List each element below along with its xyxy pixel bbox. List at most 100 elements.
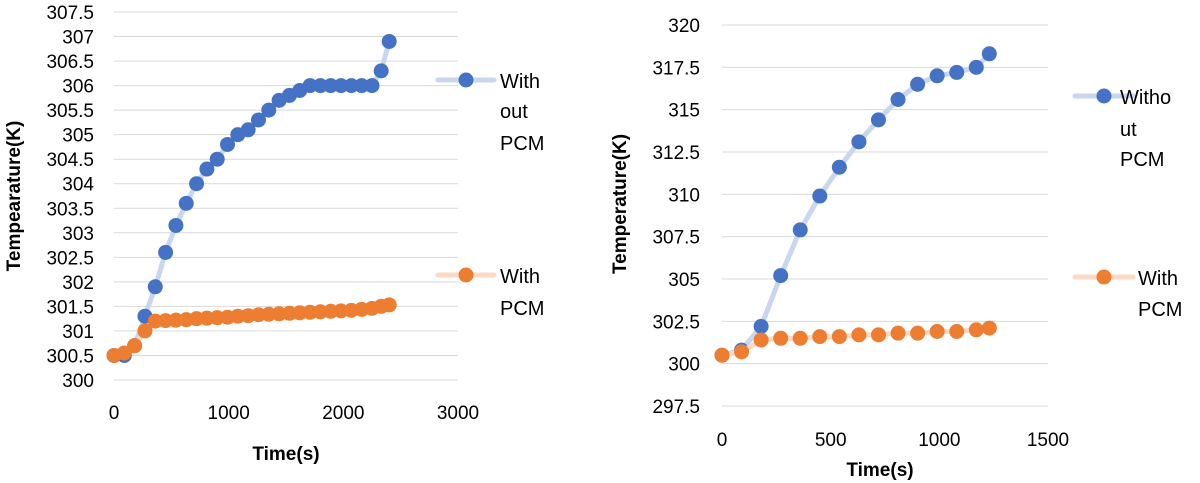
data-point [178, 195, 194, 211]
data-point [981, 46, 997, 62]
x-tick-label: 500 [815, 430, 847, 451]
y-tick-label: 307 [62, 28, 94, 49]
data-point [734, 344, 750, 360]
legend-label: PCM [500, 133, 544, 155]
y-tick-label: 302.5 [46, 248, 94, 269]
legend-marker [1096, 88, 1112, 104]
y-tick-label: 303.5 [46, 199, 94, 220]
y-tick-label: 302 [62, 273, 94, 294]
y-tick-label: 304.5 [46, 150, 94, 171]
data-point [968, 322, 984, 338]
y-tick-label: 306.5 [46, 52, 94, 73]
data-point [773, 330, 789, 346]
x-axis-title: Time(s) [252, 444, 319, 465]
x-tick-label: 1000 [918, 430, 960, 451]
data-point [851, 327, 867, 343]
data-point [158, 244, 174, 260]
y-tick-label: 307.5 [652, 228, 700, 249]
data-point [831, 329, 847, 345]
data-point [968, 59, 984, 75]
x-tick-label: 0 [109, 403, 120, 424]
legend-label: Witho [1120, 87, 1171, 109]
data-point [792, 330, 808, 346]
y-tick-label: 315 [668, 101, 700, 122]
data-point [354, 78, 370, 94]
y-tick-label: 305 [668, 270, 700, 291]
y-tick-label: 303 [62, 224, 94, 245]
data-point [812, 329, 828, 345]
y-tick-label: 306 [62, 77, 94, 98]
data-point [209, 151, 225, 167]
y-axis-title: Temperature(K) [610, 134, 631, 274]
data-point [261, 102, 277, 118]
data-point [753, 332, 769, 348]
legend-label: PCM [1138, 299, 1182, 321]
data-point [949, 323, 965, 339]
data-point [168, 217, 184, 233]
x-tick-label: 1000 [208, 403, 250, 424]
legend-marker [1096, 269, 1112, 285]
data-point [381, 297, 397, 313]
y-tick-label: 300.5 [46, 346, 94, 367]
y-tick-label: 300 [62, 371, 94, 392]
data-point [220, 136, 236, 152]
y-tick-label: 297.5 [652, 397, 700, 418]
y-tick-label: 305.5 [46, 101, 94, 122]
legend-label: out [500, 101, 528, 123]
data-point [831, 159, 847, 175]
data-point [312, 78, 328, 94]
legend-label: ut [1120, 119, 1137, 141]
data-point [147, 279, 163, 295]
data-point [753, 318, 769, 334]
data-point [127, 338, 143, 354]
data-point [910, 325, 926, 341]
y-tick-label: 310 [668, 185, 700, 206]
data-point [240, 122, 256, 138]
data-point [373, 63, 389, 79]
data-point [364, 78, 380, 94]
legend-marker [458, 267, 474, 283]
x-tick-label: 3000 [437, 403, 479, 424]
data-point [302, 78, 318, 94]
data-point [714, 347, 730, 363]
y-tick-label: 301.5 [46, 297, 94, 318]
data-point [870, 112, 886, 128]
y-tick-label: 301 [62, 322, 94, 343]
series-line [719, 51, 992, 358]
data-point [981, 320, 997, 336]
data-point [199, 161, 215, 177]
data-point [929, 68, 945, 84]
data-point [890, 325, 906, 341]
chart-right: 297.5 300 302.5 305 307.5 310 312.5 315 317.5 320… [610, 16, 1182, 481]
legend-label: PCM [500, 298, 544, 320]
data-point [773, 268, 789, 284]
data-point [910, 76, 926, 92]
data-point [137, 323, 153, 339]
y-tick-label: 307.5 [46, 3, 94, 24]
data-point [333, 78, 349, 94]
y-tick-label: 305 [62, 126, 94, 147]
data-point [381, 33, 397, 49]
x-tick-label: 2000 [322, 403, 364, 424]
legend-label: PCM [1120, 149, 1164, 171]
y-tick-label: 320 [668, 16, 700, 37]
y-axis-title: Tempearature(K) [4, 121, 25, 272]
legend-label: With [1138, 268, 1178, 290]
x-tick-label: 0 [717, 430, 728, 451]
data-point [851, 134, 867, 150]
x-tick-label: 1500 [1027, 430, 1069, 451]
data-point [870, 327, 886, 343]
legend-marker [458, 72, 474, 88]
legend-label: With [500, 266, 540, 288]
data-point [890, 92, 906, 108]
y-tick-label: 317.5 [652, 58, 700, 79]
data-point [189, 176, 205, 192]
data-point [929, 323, 945, 339]
legend-label: With [500, 71, 540, 93]
y-tick-label: 302.5 [652, 312, 700, 333]
data-point [250, 112, 266, 128]
y-tick-label: 312.5 [652, 143, 700, 164]
data-point [323, 78, 339, 94]
data-point [792, 222, 808, 238]
y-tick-label: 304 [62, 175, 94, 196]
